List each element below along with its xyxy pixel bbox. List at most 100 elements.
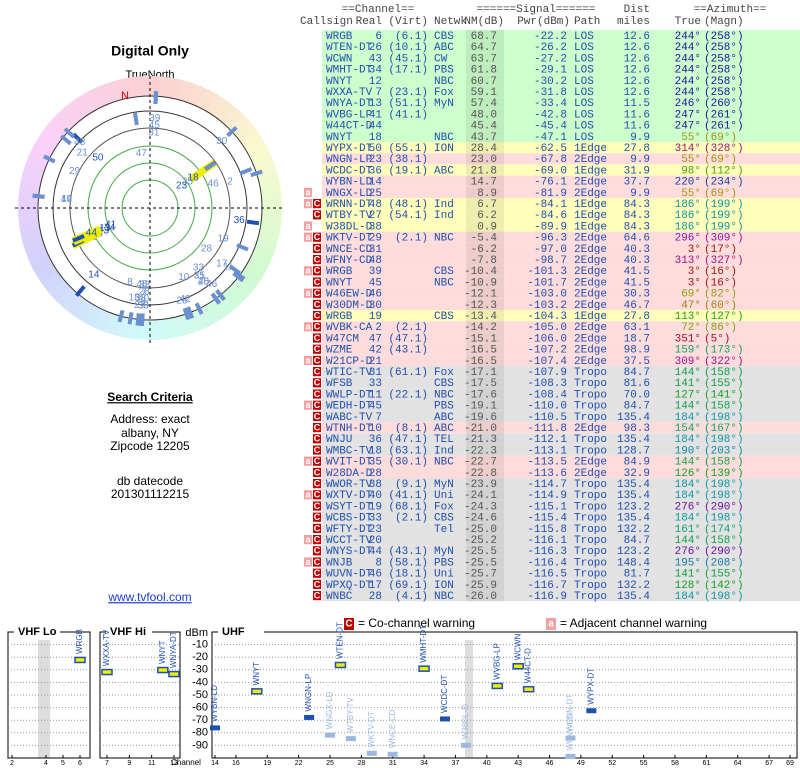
x-tick-label: 5 bbox=[61, 760, 65, 767]
cell-real: 44 bbox=[369, 121, 383, 133]
cell-net: Fox bbox=[434, 367, 454, 379]
y-axis-label: dBm bbox=[185, 627, 208, 639]
cell-call: WWLP-DT bbox=[326, 389, 373, 401]
nm-shade bbox=[466, 578, 504, 590]
cell-dist: 31.9 bbox=[624, 165, 650, 177]
station-mark bbox=[250, 169, 263, 178]
cell-real: 33 bbox=[369, 378, 382, 390]
signal-label: WMHT-DT bbox=[419, 625, 428, 663]
cell-real: 47 bbox=[369, 333, 382, 345]
cell-nm: -5.4 bbox=[471, 233, 498, 245]
column-header: True bbox=[675, 16, 701, 28]
row-background bbox=[322, 489, 800, 501]
cell-call: WCWN bbox=[326, 53, 352, 65]
cell-net: CBS bbox=[434, 513, 454, 525]
cell-pwr: -26.2 bbox=[534, 42, 567, 54]
cell-pwr: -108.3 bbox=[527, 378, 567, 390]
cell-magn: (258°) bbox=[704, 76, 744, 88]
compass-ring bbox=[188, 83, 207, 107]
warning-box bbox=[313, 434, 321, 444]
cell-net: ABC bbox=[434, 42, 454, 54]
cell-virt: (48.1) bbox=[388, 199, 428, 211]
warning-flag: C bbox=[314, 232, 321, 242]
warning-flag: C bbox=[314, 378, 321, 388]
cell-magn: (158°) bbox=[704, 457, 744, 469]
cell-path: Tropo bbox=[574, 535, 607, 547]
signal-label: WRNN-DT bbox=[566, 694, 575, 732]
cell-path: LOS bbox=[574, 31, 594, 43]
cell-real: 28 bbox=[369, 591, 382, 603]
row-background bbox=[322, 242, 800, 254]
cell-nm: 60.7 bbox=[471, 76, 497, 88]
cell-call: WRNN-DT bbox=[326, 199, 373, 211]
site-link[interactable]: www.tvfool.com bbox=[107, 590, 191, 604]
warning-box bbox=[313, 557, 321, 567]
signal-mark bbox=[512, 663, 524, 670]
warning-flag: C bbox=[314, 411, 321, 421]
cell-true: 244° bbox=[675, 31, 701, 43]
cell-call: WCBS-DT bbox=[326, 513, 373, 525]
warning-flag: C bbox=[314, 523, 321, 533]
warning-flag: C bbox=[314, 490, 321, 500]
row-background bbox=[322, 534, 800, 546]
warning-flag: C bbox=[314, 254, 321, 264]
station-channel: 41 bbox=[105, 219, 117, 230]
warning-box bbox=[304, 400, 312, 410]
cell-virt: (23.1) bbox=[388, 87, 428, 99]
cell-real: 48 bbox=[369, 199, 382, 211]
cell-call: WNJB bbox=[326, 557, 353, 569]
cell-call: WCDC-DT bbox=[326, 165, 373, 177]
cell-true: 161° bbox=[675, 524, 701, 536]
cell-path: 2Edge bbox=[574, 289, 607, 301]
band-label: VHF Lo bbox=[18, 626, 57, 638]
cell-virt: (61.1) bbox=[388, 367, 428, 379]
cell-magn: (112°) bbox=[704, 165, 744, 177]
cell-dist: 123.2 bbox=[617, 546, 650, 558]
cell-virt: (47.1) bbox=[388, 434, 428, 446]
cell-true: 247° bbox=[675, 121, 701, 133]
row-background bbox=[322, 41, 800, 53]
cell-dist: 135.4 bbox=[617, 434, 650, 446]
datecode-label: db datecode bbox=[117, 474, 183, 488]
cell-net: PBS bbox=[434, 65, 454, 77]
compass-ring bbox=[261, 208, 282, 221]
signal-mark bbox=[440, 716, 450, 722]
compass-ring bbox=[48, 279, 71, 302]
signal-mark bbox=[168, 670, 180, 678]
signal-label: WRGB bbox=[75, 629, 84, 654]
row-background bbox=[322, 466, 800, 478]
cell-path: LOS bbox=[574, 121, 594, 133]
signal-mark bbox=[101, 668, 113, 676]
cell-path: Tropo bbox=[574, 591, 607, 603]
cell-true: 55° bbox=[681, 154, 701, 166]
compass-ring bbox=[197, 88, 217, 112]
nm-shade bbox=[466, 63, 504, 75]
warning-flag: C bbox=[314, 333, 321, 343]
cell-real: 7 bbox=[375, 412, 382, 424]
cell-nm: 45.4 bbox=[471, 121, 498, 133]
warning-flag: a bbox=[305, 534, 311, 544]
cell-magn: (258°) bbox=[704, 31, 744, 43]
cell-dist: 81.6 bbox=[624, 378, 650, 390]
x-tick-label: 52 bbox=[608, 760, 616, 767]
y-tick-label: -40 bbox=[192, 676, 208, 688]
cell-path: Tropo bbox=[574, 580, 607, 592]
cell-call: W44CT-D bbox=[326, 121, 373, 133]
nm-shade bbox=[466, 209, 504, 221]
cell-call: WTNH-DT bbox=[326, 423, 373, 435]
cell-net: TEL bbox=[434, 434, 454, 446]
cell-call: WPXQ-DT bbox=[326, 580, 373, 592]
warning-flag: C bbox=[314, 266, 321, 276]
cell-dist: 135.4 bbox=[617, 513, 650, 525]
cell-virt: (17.1) bbox=[388, 65, 428, 77]
signal-mark bbox=[586, 708, 597, 714]
cell-pwr: -45.4 bbox=[534, 121, 567, 133]
nm-shade bbox=[466, 366, 504, 378]
warning-box bbox=[313, 288, 321, 298]
row-background bbox=[322, 332, 800, 344]
cell-dist: 41.5 bbox=[624, 277, 650, 289]
station-mark bbox=[226, 126, 238, 138]
compass-ring bbox=[25, 151, 49, 170]
row-background bbox=[322, 220, 800, 232]
cell-nm: -7.8 bbox=[471, 255, 497, 267]
